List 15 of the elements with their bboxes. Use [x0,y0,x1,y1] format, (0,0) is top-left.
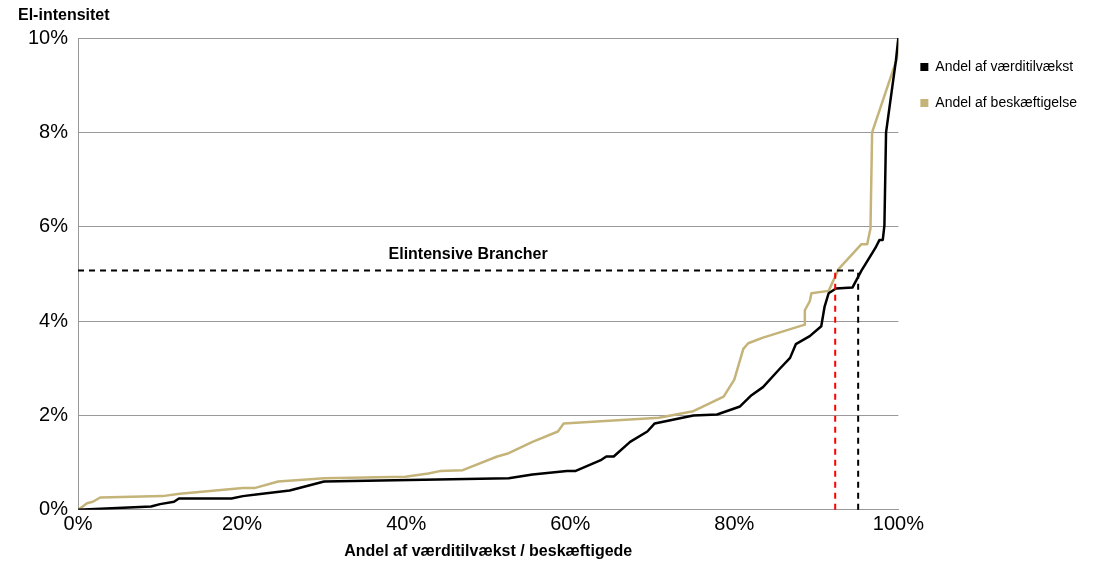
legend-label: Andel af værditilvækst [935,57,1074,74]
ref-line-label: Elintensive Brancher [388,245,548,262]
x-axis-title: Andel af værditilvækst / beskæftigede [344,541,633,559]
x-tick-label: 20% [222,512,263,535]
y-tick-label: 10% [28,25,69,48]
y-tick-label: 4% [39,308,69,331]
x-tick-label: 60% [550,512,591,535]
x-tick-label: 80% [714,512,755,535]
y-tick-label: 8% [39,119,69,142]
y-axis-title: El-intensitet [18,6,111,24]
y-tick-label: 2% [39,402,69,425]
x-tick-label: 40% [386,512,427,535]
x-tick-label: 100% [872,512,925,535]
y-tick-label: 6% [39,214,69,237]
legend-label: Andel af beskæftigelse [935,93,1078,110]
